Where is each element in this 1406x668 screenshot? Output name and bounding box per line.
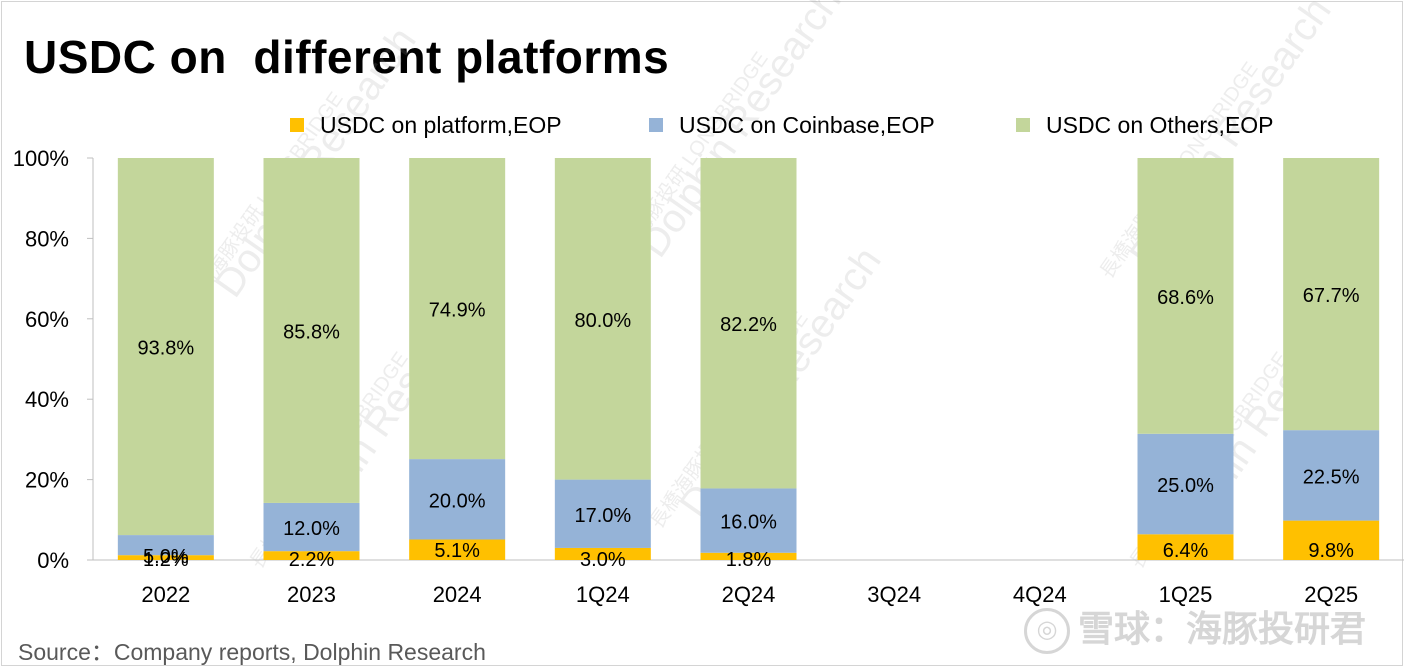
watermark-seal: ◎ 雪球：海豚投研君 bbox=[1023, 600, 1366, 655]
bar-segment-2 bbox=[1137, 433, 1234, 535]
data-label: 12.0% bbox=[283, 518, 340, 540]
legend-swatch bbox=[649, 118, 663, 132]
data-label: 1.2% bbox=[143, 549, 189, 571]
x-tick-label: 2023 bbox=[287, 582, 336, 607]
bar-segment-1 bbox=[700, 552, 797, 560]
data-label: 22.5% bbox=[1303, 466, 1360, 488]
data-label: 17.0% bbox=[574, 505, 631, 527]
data-label: 5.1% bbox=[434, 540, 480, 562]
legend-item: USDC on Others,EOP bbox=[1016, 112, 1274, 138]
data-label: 9.8% bbox=[1308, 540, 1354, 562]
data-label: 67.7% bbox=[1303, 285, 1360, 307]
data-label: 3.0% bbox=[580, 549, 626, 571]
x-tick-label: 2022 bbox=[141, 582, 190, 607]
data-label: 1.8% bbox=[726, 549, 772, 571]
bar-segment-2 bbox=[554, 479, 651, 548]
bar-segment-1 bbox=[263, 551, 360, 560]
bar-segment-2 bbox=[263, 502, 360, 552]
legend-swatch bbox=[1016, 118, 1030, 132]
bar-segment-3 bbox=[117, 158, 214, 536]
y-tick-label: 20% bbox=[25, 468, 69, 493]
data-label: 74.9% bbox=[429, 300, 486, 322]
x-tick-label: 1Q24 bbox=[576, 582, 630, 607]
bar-segment-3 bbox=[409, 158, 506, 460]
chart-title: USDC on different platforms bbox=[24, 31, 670, 83]
x-tick-label: 4Q24 bbox=[1013, 582, 1067, 607]
legend-item: USDC on Coinbase,EOP bbox=[649, 112, 935, 138]
data-label: 82.2% bbox=[720, 314, 777, 336]
snowball-logo-icon: ◎ bbox=[1023, 608, 1070, 655]
bar-segment-1 bbox=[554, 547, 651, 560]
x-tick-label: 1Q25 bbox=[1159, 582, 1213, 607]
legend-swatch bbox=[290, 118, 304, 132]
bar-segment-3 bbox=[1137, 158, 1234, 434]
data-label: 80.0% bbox=[574, 310, 631, 332]
bar-segment-3 bbox=[700, 158, 797, 489]
source-note: Source：Company reports, Dolphin Research bbox=[18, 639, 486, 665]
bar-segment-3 bbox=[263, 158, 360, 503]
data-label: 25.0% bbox=[1157, 475, 1214, 497]
legend-item: USDC on platform,EOP bbox=[290, 112, 562, 138]
data-label: 16.0% bbox=[720, 512, 777, 534]
x-tick-label: 2Q24 bbox=[722, 582, 776, 607]
bar-segment-3 bbox=[554, 158, 651, 480]
bar-segment-2 bbox=[700, 488, 797, 553]
data-label: 2.2% bbox=[289, 549, 335, 571]
data-label: 6.4% bbox=[1163, 540, 1209, 562]
data-label: 20.0% bbox=[429, 490, 486, 512]
data-label: 85.8% bbox=[283, 321, 340, 343]
y-tick-label: 40% bbox=[25, 387, 69, 412]
bar-segment-2 bbox=[1283, 430, 1380, 521]
bar-segment-1 bbox=[1137, 534, 1234, 560]
bar-segment-1 bbox=[409, 539, 506, 560]
y-tick-label: 80% bbox=[25, 226, 69, 251]
y-tick-label: 100% bbox=[13, 146, 69, 171]
x-tick-label: 2Q25 bbox=[1304, 582, 1358, 607]
bar-segment-1 bbox=[1283, 520, 1380, 560]
x-tick-label: 3Q24 bbox=[867, 582, 921, 607]
data-label: 5.0% bbox=[143, 546, 189, 568]
legend-label: USDC on Coinbase,EOP bbox=[679, 112, 935, 138]
data-label: 68.6% bbox=[1157, 287, 1214, 309]
x-tick-label: 2024 bbox=[433, 582, 482, 607]
legend-label: USDC on platform,EOP bbox=[320, 112, 562, 138]
y-tick-label: 60% bbox=[25, 307, 69, 332]
y-tick-label: 0% bbox=[37, 548, 69, 573]
legend-label: USDC on Others,EOP bbox=[1046, 112, 1274, 138]
data-label: 93.8% bbox=[137, 338, 194, 360]
bar-segment-2 bbox=[117, 535, 214, 556]
bar-segment-2 bbox=[409, 459, 506, 540]
bar-segment-1 bbox=[117, 555, 214, 560]
bar-segment-3 bbox=[1283, 158, 1380, 431]
